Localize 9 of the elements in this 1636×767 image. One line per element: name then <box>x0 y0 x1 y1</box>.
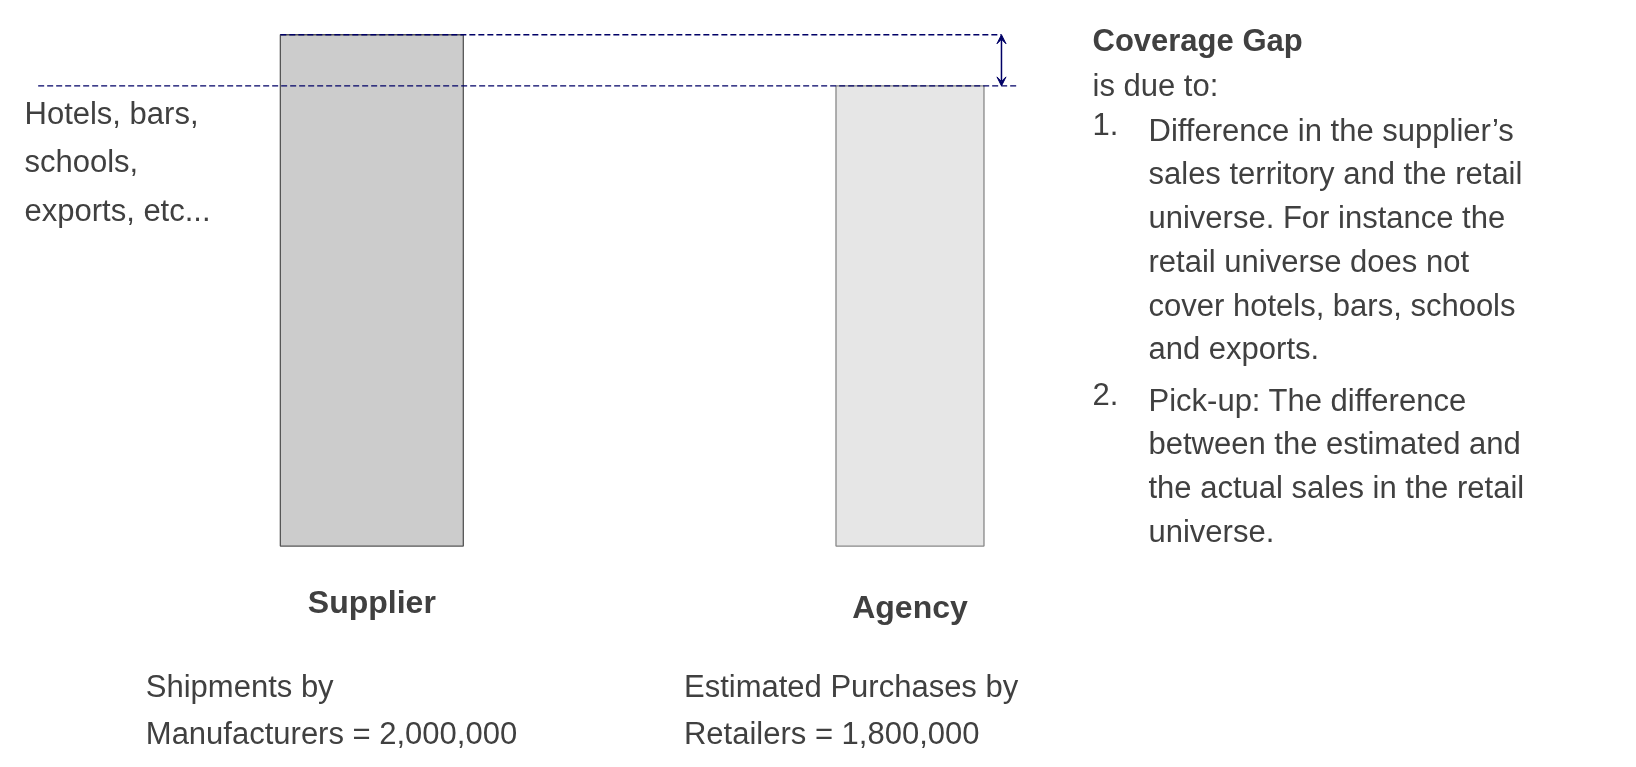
text: Coverage Gap <box>1092 22 1303 58</box>
text: is due to: <box>1092 67 1219 103</box>
text: 1. Difference in the supplier’s sales territory and the retail universe. For instance the retail universe does not cover hotels, bars, schools and exports. <box>1092 106 1523 367</box>
annotation: Hotels, bars, schools, exports, etc... <box>24 96 211 228</box>
data-label: Estimated Purchases by Retailers = 1,800,000 <box>683 668 1019 752</box>
data-label: Shipments by Manufacturers = 2,000,000 <box>145 668 518 752</box>
text: 2. Pick-up: The difference between the estimated and the actual sales in the retail universe. <box>1092 376 1525 549</box>
x-tick-label: Agency <box>852 589 968 626</box>
x-tick-label: Supplier <box>307 584 436 621</box>
